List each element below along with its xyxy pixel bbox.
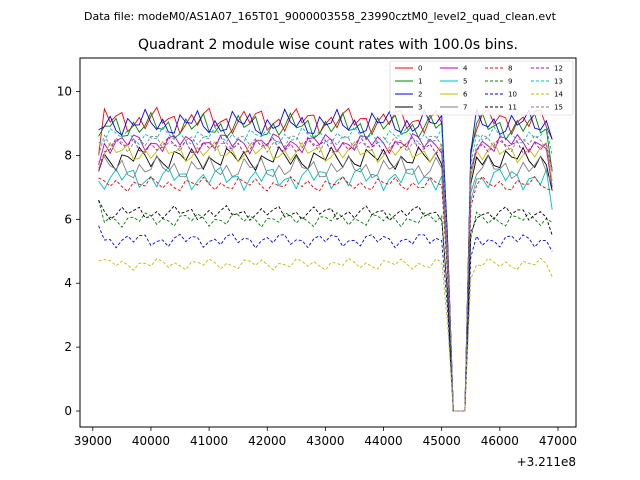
y-tick-label: 6 — [64, 212, 72, 226]
tick-layer: 39000 40000 41000 42000 43000 44000 45000 46000… — [57, 85, 577, 448]
legend-label-4: 4 — [463, 65, 468, 73]
legend-label-7: 7 — [463, 104, 467, 112]
y-tick-label: 0 — [64, 404, 72, 418]
series-line-9 — [98, 200, 553, 412]
legend-label-14: 14 — [554, 91, 563, 99]
legend-label-10: 10 — [508, 91, 517, 99]
series-line-5 — [98, 166, 553, 412]
series-line-0 — [98, 106, 553, 412]
y-tick-label: 8 — [64, 148, 72, 162]
suptitle: Data file: modeM0/AS1A07_165T01_90000035… — [84, 10, 557, 23]
x-tick-label: 39000 — [74, 434, 112, 448]
legend-label-2: 2 — [418, 91, 422, 99]
x-tick-label: 40000 — [132, 434, 170, 448]
x-tick-label: 43000 — [306, 434, 344, 448]
x-tick-label: 41000 — [190, 434, 228, 448]
series-line-8 — [98, 175, 553, 412]
series-line-6 — [98, 140, 553, 412]
series-layer — [98, 106, 553, 412]
legend-label-13: 13 — [554, 78, 563, 86]
legend-label-1: 1 — [418, 78, 422, 86]
x-offset-label: +3.211e8 — [517, 455, 576, 469]
series-line-7 — [98, 154, 553, 412]
legend-label-0: 0 — [418, 65, 422, 73]
series-line-11 — [98, 199, 553, 412]
series-line-14 — [98, 257, 553, 412]
y-tick-label: 2 — [64, 340, 72, 354]
x-tick-label: 44000 — [364, 434, 402, 448]
series-line-1 — [98, 111, 553, 412]
series-line-2 — [98, 108, 553, 412]
axes-frame — [79, 57, 577, 428]
series-line-4 — [98, 132, 553, 412]
legend-label-11: 11 — [508, 104, 517, 112]
legend-label-3: 3 — [418, 104, 422, 112]
y-tick-label: 10 — [57, 85, 72, 99]
legend-label-8: 8 — [508, 65, 512, 73]
series-line-3 — [98, 145, 553, 412]
series-line-12 — [98, 135, 553, 412]
x-tick-label: 42000 — [248, 434, 286, 448]
series-line-10 — [98, 225, 553, 412]
series-line-13 — [98, 125, 553, 412]
x-tick-label: 46000 — [481, 434, 519, 448]
x-tick-label: 45000 — [423, 434, 461, 448]
chart-title: Quadrant 2 module wise count rates with … — [138, 37, 518, 53]
x-tick-label: 47000 — [539, 434, 577, 448]
series-line-15 — [98, 134, 553, 412]
legend-label-9: 9 — [508, 78, 512, 86]
legend-label-6: 6 — [463, 91, 468, 99]
legend-label-15: 15 — [554, 104, 563, 112]
legend-label-12: 12 — [554, 65, 563, 73]
legend-label-5: 5 — [463, 78, 467, 86]
y-tick-label: 4 — [64, 276, 72, 290]
legend-box — [389, 60, 574, 116]
